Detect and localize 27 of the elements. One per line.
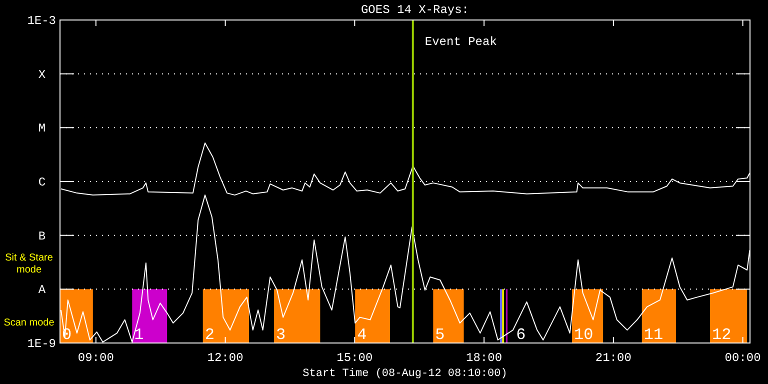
band-label: 2 — [204, 326, 214, 344]
y-tick-label: 1E-9 — [27, 337, 56, 351]
band-label: 6 — [516, 326, 526, 344]
x-tick-label: 21:00 — [595, 351, 632, 365]
x-tick-label: 18:00 — [466, 351, 502, 365]
y-tick-label: X — [38, 68, 46, 82]
band-label: 10 — [574, 326, 594, 344]
text: Sit & Stare mode — [5, 252, 54, 276]
x-tick-label: 09:00 — [78, 351, 114, 365]
x-tick-label: 15:00 — [336, 351, 373, 365]
x-tick-label: 00:00 — [724, 351, 761, 365]
y-tick-label: A — [38, 283, 46, 298]
band-label: 1 — [134, 326, 144, 344]
y-tick-label: M — [38, 122, 46, 136]
text: Scan mode — [4, 317, 55, 328]
y-tick-label: 1E-3 — [27, 14, 56, 28]
y-tick-label: B — [38, 229, 46, 244]
x-axis-title: Start Time (08-Aug-12 08:10:00) — [302, 368, 508, 380]
y-tick-label: C — [38, 176, 46, 190]
band-label: 5 — [435, 326, 445, 344]
x-tick-label: 12:00 — [207, 351, 244, 365]
band-label: 11 — [644, 326, 664, 344]
ref-line-label: Event Peak — [424, 35, 497, 49]
band-label: 12 — [712, 326, 732, 344]
chart-title: GOES 14 X-Rays: — [360, 3, 470, 17]
band-label: 4 — [357, 326, 367, 344]
band-label: 3 — [276, 326, 286, 344]
